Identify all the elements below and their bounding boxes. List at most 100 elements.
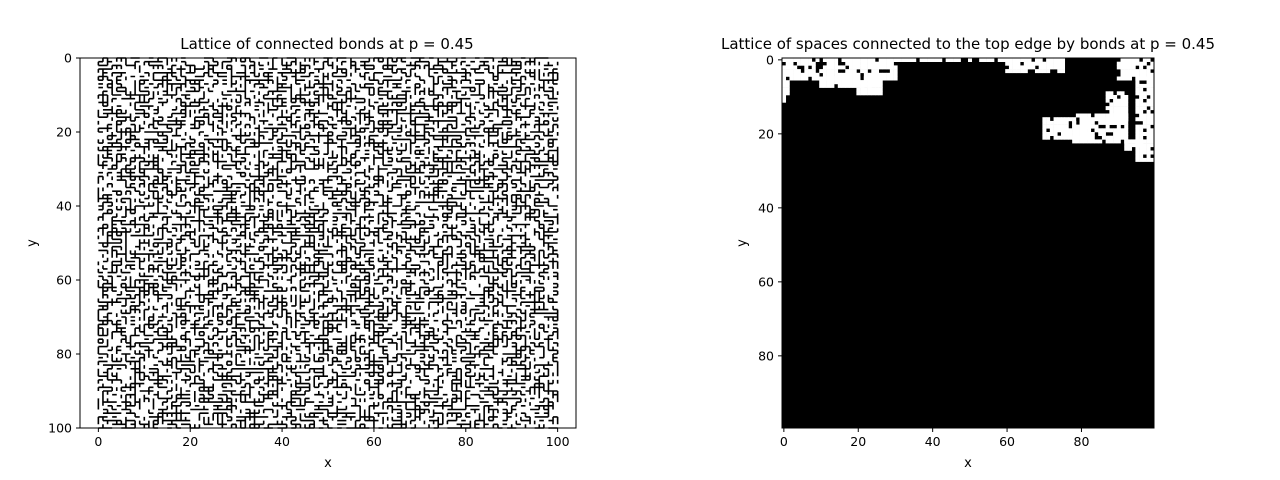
unconnected-cell (1090, 120, 1095, 125)
unconnected-cell (1105, 95, 1110, 99)
unconnected-cell (800, 76, 805, 81)
unconnected-cell (1146, 117, 1151, 122)
unconnected-cell (1135, 143, 1140, 148)
unconnected-cell (1057, 58, 1062, 62)
unconnected-cell (1127, 143, 1132, 148)
unconnected-cell (886, 72, 891, 77)
unconnected-cell (845, 69, 850, 74)
unconnected-cell (1109, 95, 1114, 99)
unconnected-cell (1072, 139, 1077, 144)
bond-lattice-plot-area (97, 57, 559, 429)
unconnected-cell (1027, 65, 1032, 70)
unconnected-cell (1046, 132, 1051, 136)
unconnected-cell (1146, 69, 1151, 74)
unconnected-cell (1124, 95, 1129, 99)
unconnected-cell (871, 80, 876, 85)
unconnected-cell (867, 65, 872, 70)
unconnected-cell (1072, 128, 1077, 133)
unconnected-cell (1031, 61, 1036, 66)
unconnected-cell (819, 76, 824, 81)
unconnected-cell (1016, 58, 1021, 62)
unconnected-cell (1150, 91, 1155, 96)
unconnected-cell (875, 76, 880, 81)
unconnected-cell (1131, 143, 1136, 148)
unconnected-cell (945, 58, 950, 62)
unconnected-cell (1042, 135, 1047, 140)
unconnected-cell (1061, 135, 1066, 140)
unconnected-cell (1008, 61, 1013, 66)
unconnected-cell (830, 58, 835, 62)
unconnected-cell (1116, 102, 1121, 107)
unconnected-cell (1139, 117, 1144, 122)
unconnected-cell (949, 58, 954, 62)
unconnected-cell (826, 83, 831, 88)
unconnected-cell (1124, 98, 1129, 103)
unconnected-cell (863, 61, 868, 66)
unconnected-cell (1061, 120, 1066, 125)
unconnected-cell (1005, 61, 1010, 66)
unconnected-cell (1139, 65, 1144, 70)
unconnected-cell (1105, 98, 1110, 103)
unconnected-cell (893, 58, 898, 62)
unconnected-cell (1042, 61, 1047, 66)
unconnected-cell (1049, 65, 1054, 70)
unconnected-cell (1057, 120, 1062, 125)
unconnected-cell (893, 65, 898, 70)
unconnected-cell (1057, 128, 1062, 133)
unconnected-cell (822, 69, 827, 74)
unconnected-cell (793, 76, 798, 81)
unconnected-cell (1120, 95, 1125, 99)
unconnected-cell (1046, 135, 1051, 140)
unconnected-cell (860, 69, 865, 74)
unconnected-cell (837, 65, 842, 70)
unconnected-cell (1101, 120, 1106, 125)
unconnected-cell (1139, 146, 1144, 151)
unconnected-cell (1124, 102, 1129, 107)
unconnected-cell (822, 76, 827, 81)
unconnected-cell (856, 65, 861, 70)
unconnected-cell (789, 69, 794, 74)
unconnected-cell (830, 76, 835, 81)
unconnected-cell (1139, 91, 1144, 96)
unconnected-cell (1057, 135, 1062, 140)
unconnected-cell (1116, 109, 1121, 114)
unconnected-cell (1139, 143, 1144, 148)
unconnected-cell (845, 58, 850, 62)
unconnected-cell (826, 72, 831, 77)
unconnected-cell (1061, 132, 1066, 136)
unconnected-cell (1142, 124, 1147, 129)
unconnected-cell (845, 72, 850, 77)
unconnected-cell (1116, 98, 1121, 103)
unconnected-cell (1120, 120, 1125, 125)
unconnected-cell (804, 72, 809, 77)
unconnected-cell (1087, 135, 1092, 140)
unconnected-cell (1075, 128, 1080, 133)
unconnected-cell (852, 61, 857, 66)
unconnected-cell (860, 91, 865, 96)
unconnected-cell (1127, 61, 1132, 66)
unconnected-cell (1064, 135, 1069, 140)
unconnected-cell (867, 72, 872, 77)
unconnected-cell (822, 83, 827, 88)
unconnected-cell (1027, 58, 1032, 62)
unconnected-cell (1120, 102, 1125, 107)
unconnected-cell (834, 65, 839, 70)
unconnected-cell (1142, 143, 1147, 148)
unconnected-cell (867, 87, 872, 92)
unconnected-cell (878, 87, 883, 92)
unconnected-cell (882, 76, 887, 81)
y-tick-label: 80 (56, 347, 72, 362)
unconnected-cell (811, 72, 816, 77)
unconnected-cell (1142, 113, 1147, 118)
unconnected-cell (1105, 117, 1110, 122)
unconnected-cell (1113, 132, 1118, 136)
unconnected-cell (1135, 106, 1140, 111)
unconnected-cell (808, 61, 813, 66)
unconnected-cell (871, 91, 876, 96)
unconnected-cell (878, 65, 883, 70)
unconnected-cell (1120, 135, 1125, 140)
unconnected-cell (1150, 132, 1155, 136)
unconnected-cell (1146, 80, 1151, 85)
unconnected-cell (1124, 76, 1129, 81)
unconnected-cell (1150, 87, 1155, 92)
